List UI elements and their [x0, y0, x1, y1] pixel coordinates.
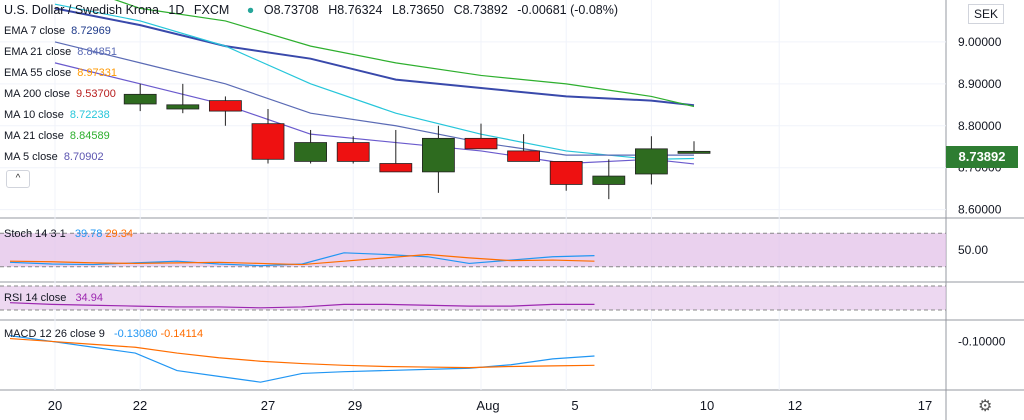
currency-button[interactable]: SEK: [968, 4, 1004, 24]
stoch-d-value: 29.34: [105, 228, 133, 240]
candle-body: [635, 148, 668, 175]
macd-tick-label: -0.10000: [958, 334, 1006, 348]
macd-line: [9, 335, 595, 383]
stoch-label: Stoch 14 3 1: [4, 228, 66, 240]
indicator-name: EMA 7 close: [4, 25, 66, 37]
indicator-value: 8.70902: [63, 151, 104, 163]
candle-body: [294, 142, 328, 162]
candle-body: [123, 93, 157, 105]
macd-signal-value: -0.14114: [160, 328, 204, 340]
macd-value: -0.13080: [113, 328, 158, 340]
source: FXCM: [193, 3, 230, 17]
collapse-legend-button[interactable]: ^: [6, 170, 30, 188]
indicator-value: 9.53700: [76, 88, 116, 100]
candle-body: [421, 137, 455, 173]
time-tick-label: 27: [261, 398, 275, 413]
last-price-tag: 8.73892: [946, 146, 1018, 168]
symbol-name: U.S. Dollar / Swedish Krona: [4, 3, 159, 17]
ma-line-ma-10-close: [54, 3, 695, 160]
indicator-name: EMA 21 close: [4, 46, 72, 58]
stoch-d-line: [9, 253, 595, 266]
chart-header: U.S. Dollar / Swedish Krona 1D FXCM ● O8…: [4, 3, 624, 17]
ohlc-low: L8.73650: [391, 3, 445, 17]
indicator-name: MA 10 close: [4, 109, 64, 121]
price-tick-label: 8.80000: [958, 119, 1002, 133]
ma-line-ema-21-close: [54, 7, 695, 107]
interval: 1D: [168, 3, 185, 17]
candle-body: [379, 163, 413, 173]
rsi-line: [9, 302, 595, 309]
indicator-name: MA 200 close: [4, 88, 71, 100]
axes: 8.600008.700008.800008.900009.0000020222…: [48, 35, 1006, 413]
ohlc-change: -0.00681 (-0.08%): [517, 3, 619, 17]
candles: [123, 83, 711, 200]
stoch-legend: Stoch 14 3 1 39.78 29.34: [4, 228, 133, 241]
candle-body: [549, 161, 583, 185]
indicator-value: 8.97331: [77, 67, 118, 79]
candle-body: [208, 100, 242, 112]
ohlc-high: H8.76324: [328, 3, 383, 17]
candle-body: [464, 137, 498, 150]
price-tick-label: 8.60000: [958, 203, 1002, 217]
indicator-name: MA 21 close: [4, 130, 64, 142]
price-tick-label: 8.90000: [958, 77, 1002, 91]
candle-body: [592, 175, 626, 185]
candle-body: [251, 123, 285, 160]
macd-legend: MACD 12 26 close 9 -0.13080 -0.14114: [4, 328, 203, 341]
ohlc-close: C8.73892: [453, 3, 508, 17]
stoch-tick-label: 50.00: [958, 243, 988, 257]
indicator-legend-item[interactable]: MA 21 close 8.84589: [4, 130, 110, 143]
indicator-value: 8.84589: [69, 130, 110, 142]
ohlc-open: O8.73708: [263, 3, 319, 17]
time-tick-label: 22: [133, 398, 147, 413]
indicator-name: MA 5 close: [4, 151, 58, 163]
macd-signal-line: [9, 337, 595, 369]
time-tick-label: 17: [918, 398, 932, 413]
stoch-k-value: 39.78: [74, 228, 103, 240]
price-tick-label: 9.00000: [958, 35, 1002, 49]
rsi-label: RSI 14 close: [4, 292, 67, 304]
time-tick-label: 10: [700, 398, 714, 413]
indicator-legend-item[interactable]: EMA 55 close 8.97331: [4, 67, 117, 80]
settings-gear-icon[interactable]: ⚙: [978, 398, 993, 415]
moving-average-lines: [54, 0, 695, 165]
macd-label: MACD 12 26 close 9: [4, 328, 105, 340]
indicator-panes: [0, 232, 946, 383]
candle-body: [677, 150, 711, 154]
indicator-legend-item[interactable]: MA 5 close 8.70902: [4, 151, 104, 164]
indicator-value: 8.72238: [69, 109, 110, 121]
stoch-band: [0, 233, 946, 267]
rsi-legend: RSI 14 close 34.94: [4, 292, 103, 305]
indicator-legend-item[interactable]: EMA 7 close 8.72969: [4, 25, 111, 38]
indicator-value: 8.84851: [77, 46, 118, 58]
ma-line-ema-7-close: [54, 41, 694, 156]
indicator-value: 8.72969: [71, 25, 111, 37]
time-tick-label: Aug: [476, 398, 499, 413]
status-dot-icon: ●: [246, 3, 255, 17]
time-tick-label: 5: [571, 398, 578, 413]
time-tick-label: 12: [788, 398, 802, 413]
time-tick-label: 20: [48, 398, 62, 413]
candle-body: [507, 150, 541, 162]
indicator-legend-item[interactable]: MA 10 close 8.72238: [4, 109, 110, 122]
candle-body: [166, 104, 200, 110]
indicator-name: EMA 55 close: [4, 67, 72, 79]
candle-body: [336, 142, 370, 162]
indicator-legend-item[interactable]: EMA 21 close 8.84851: [4, 46, 117, 59]
time-tick-label: 29: [348, 398, 362, 413]
rsi-value: 34.94: [75, 292, 103, 304]
ma-line-ma-21-close: [114, 0, 695, 108]
indicator-legend-item[interactable]: MA 200 close 9.53700: [4, 88, 116, 101]
